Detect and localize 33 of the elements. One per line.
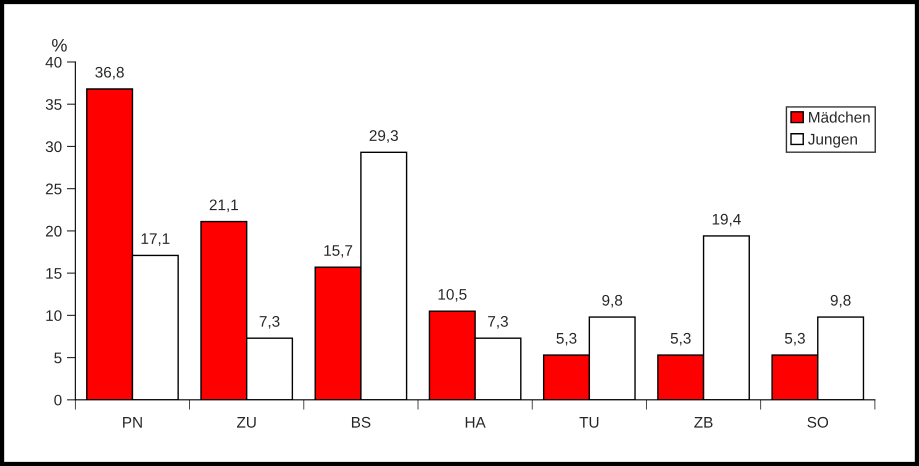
y-tick-label: 20	[46, 226, 62, 237]
data-label: 9,8	[830, 294, 851, 308]
y-tick-label: 25	[46, 184, 62, 194]
data-label: 10,5	[438, 288, 467, 302]
y-tick-label: 15	[46, 268, 62, 279]
legend-label: Jungen	[808, 134, 857, 148]
data-label: 19,4	[712, 214, 741, 226]
y-tick-label: 40	[46, 56, 62, 68]
x-tick-label: BS	[352, 416, 370, 428]
x-tick-label: ZB	[694, 417, 713, 428]
x-tick-label: ZU	[236, 417, 256, 428]
data-label: 5,3	[670, 332, 691, 346]
y-tick-label: 0	[54, 394, 62, 406]
data-label: 21,1	[210, 199, 238, 212]
data-label: 7,3	[260, 316, 280, 329]
data-label: 17,1	[142, 233, 170, 246]
data-label: 9,8	[602, 294, 622, 308]
data-label: 5,3	[556, 332, 576, 346]
data-label: 15,7	[324, 245, 352, 258]
data-label: 5,3	[784, 332, 805, 346]
x-tick-label: TU	[580, 417, 598, 428]
y-tick-label: 30	[46, 141, 62, 152]
y-tick-label: 35	[46, 99, 62, 110]
data-label: 36,8	[95, 66, 124, 80]
legend-label: Mädchen	[809, 111, 870, 123]
y-axis-title: %	[52, 38, 67, 52]
y-tick-label: 10	[46, 310, 62, 322]
data-label: 7,3	[488, 316, 508, 329]
data-label: 29,3	[370, 130, 398, 143]
x-tick-label: HA	[466, 417, 486, 428]
y-tick-label: 5	[54, 352, 62, 364]
x-tick-label: PN	[123, 417, 142, 428]
x-tick-label: SO	[807, 416, 828, 428]
